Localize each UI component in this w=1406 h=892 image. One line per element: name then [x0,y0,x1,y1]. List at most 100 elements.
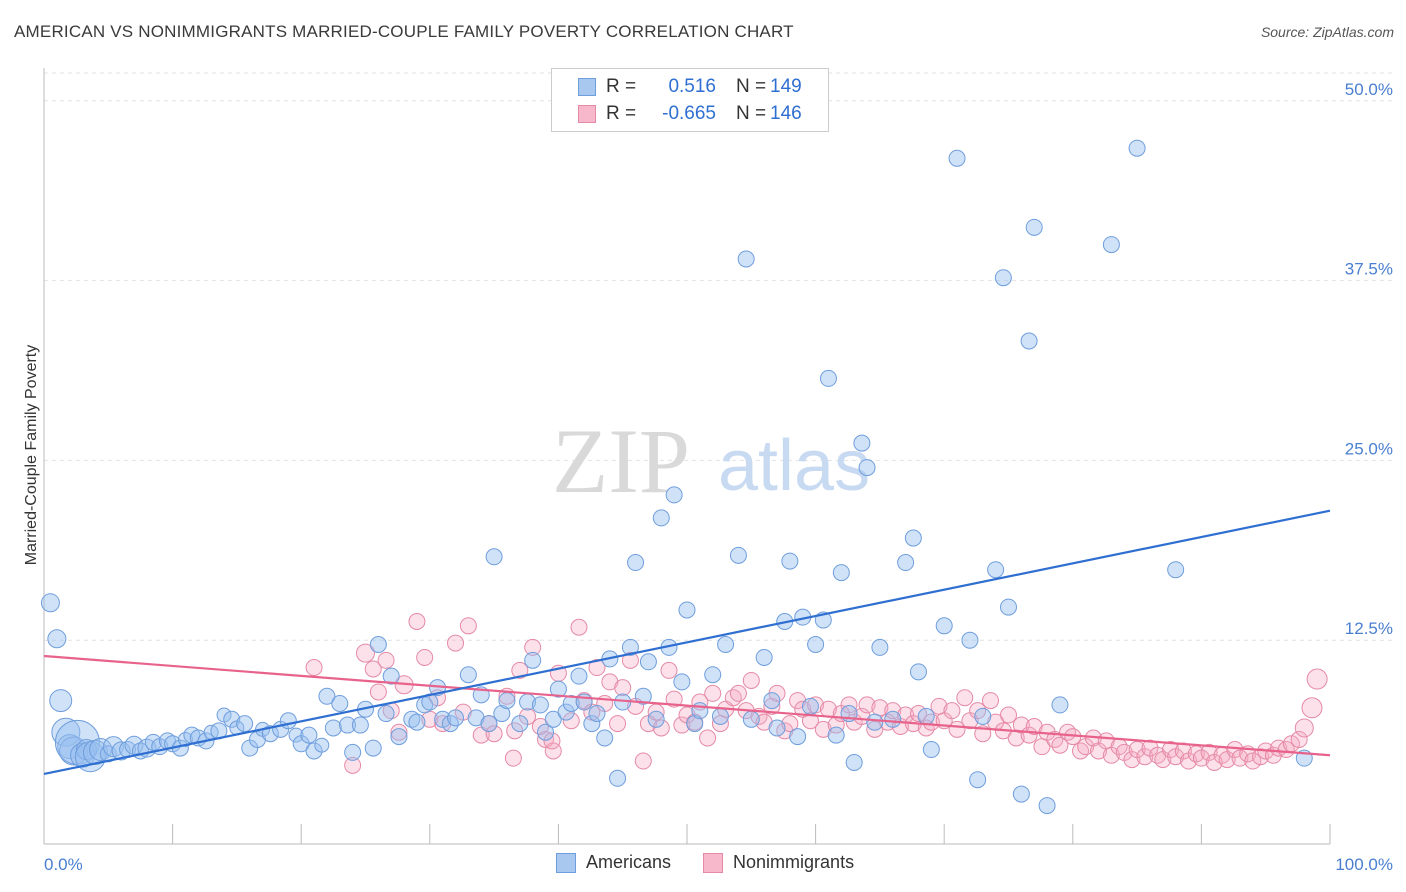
americans-swatch [578,78,596,96]
nonimmigrants-point [884,702,902,720]
nonimmigrants-point [1200,743,1218,761]
americans-trend-line [43,509,1331,776]
americans-legend-label: Americans [586,852,672,872]
nonimmigrants-point [1051,736,1069,754]
nonimmigrants-point [1294,718,1314,738]
americans-point [588,705,606,723]
americans-point [969,771,987,789]
watermark-zip: ZIP [552,410,690,512]
americans-point [47,629,67,649]
legend-row-nonimmigrants: R = -0.665 N = 146 [552,101,802,127]
americans-point [897,554,915,572]
americans-point [737,250,755,268]
nonimmigrants-point [562,712,580,730]
nonimmigrants-point [781,715,799,733]
americans-point [261,725,279,743]
nonimmigrants-point [614,679,632,697]
americans-point [524,651,542,669]
nonimmigrants-point [609,715,627,733]
americans-point [318,687,336,705]
nonimmigrants-point [511,661,529,679]
americans-point [789,728,807,746]
americans-point [909,663,927,681]
americans-point [498,692,516,710]
americans-point [549,680,567,698]
americans-point [935,617,953,635]
nonimmigrants-legend-swatch [703,852,724,873]
americans-point [49,689,73,713]
americans-point [686,715,704,733]
americans-point [403,710,421,728]
y-tick-label: 25.0% [1345,439,1393,458]
legend-n-label: N = [736,76,767,97]
nonimmigrants-point [673,716,691,734]
nonimmigrants-point [377,651,395,669]
x-tick-label: 100.0% [1335,855,1393,874]
americans-point [742,710,760,728]
americans-point [647,710,665,728]
legend-item-nonimmigrants[interactable]: Nonimmigrants [703,852,854,873]
americans-point [351,716,369,734]
americans-point [493,705,511,723]
axes [43,68,1331,845]
legend-item-americans[interactable]: Americans [556,852,671,873]
nonimmigrants-point [485,725,503,743]
nonimmigrants-point [504,749,522,767]
nonimmigrants-point [1231,749,1249,767]
nonimmigrants-point [840,696,858,714]
legend-r-value: -0.665 [662,103,716,124]
americans-point [768,719,786,737]
americans-point [704,666,722,684]
nonimmigrants-point [660,661,678,679]
americans-point [480,715,498,733]
americans-point [314,737,330,753]
americans-point [639,653,657,671]
americans-point [390,728,408,746]
nonimmigrants-point [981,692,999,710]
americans-points [40,139,1313,815]
americans-point [1020,332,1038,350]
americans-point [974,707,992,725]
americans-point [987,561,1005,579]
watermark-atlas: atlas [718,426,870,506]
americans-point [369,636,387,654]
trend-lines [43,509,1331,776]
nonimmigrants-point [588,659,606,677]
americans-point [447,709,465,727]
americans-point [344,743,362,761]
nonimmigrants-point [1301,697,1323,719]
americans-point [583,715,601,733]
americans-point [948,149,966,167]
americans-point [1025,218,1043,236]
americans-point [300,726,318,744]
americans-point [904,529,922,547]
americans-point [459,666,477,684]
gridlines [44,72,1392,641]
americans-point [884,710,902,728]
americans-point [634,687,652,705]
americans-point [544,710,562,728]
series-legend: Americans Nonimmigrants [556,852,886,873]
americans-point [364,739,382,757]
americans-point [691,702,709,720]
americans-point [717,636,735,654]
nonimmigrants-point [416,648,434,666]
nonimmigrants-point [408,612,426,630]
nonimmigrants-point [858,696,876,714]
legend-n-label: N = [736,103,767,124]
legend-r-label: R = [606,76,637,97]
americans-point [711,707,729,725]
nonimmigrants-point [763,697,781,715]
americans-point [866,713,884,731]
americans-point [845,753,863,771]
nonimmigrants-trend-line [43,654,1331,757]
legend-row-americans: R = 0.516 N = 149 [552,74,802,100]
americans-point [1051,696,1069,714]
americans-point [832,564,850,582]
nonimmigrants-point [1244,752,1262,770]
americans-point [279,712,297,730]
americans-point [531,696,549,714]
nonimmigrants-point [665,690,683,708]
legend-n-value: 149 [770,76,802,97]
